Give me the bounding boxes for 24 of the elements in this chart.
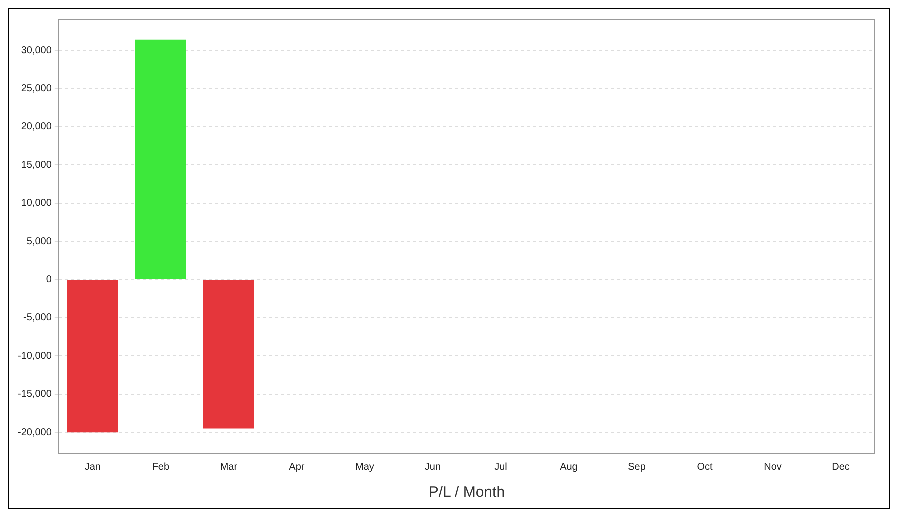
x-tick-label: Aug — [560, 462, 578, 473]
x-tick-label: May — [355, 462, 374, 473]
x-tick-label: Sep — [628, 462, 646, 473]
x-tick-label: Mar — [220, 462, 238, 473]
y-tick-label: 5,000 — [26, 236, 52, 248]
x-tick-label: Feb — [152, 462, 170, 473]
x-tick-label: Apr — [289, 462, 306, 473]
x-tick-label: Jan — [84, 462, 101, 473]
y-tick-label: 15,000 — [21, 160, 52, 171]
x-tick-label: Oct — [697, 462, 713, 473]
x-tick-label: Jul — [494, 462, 508, 473]
x-tick-label: Dec — [832, 462, 850, 473]
y-tick-label: 30,000 — [21, 45, 52, 56]
y-tick-label: -20,000 — [18, 427, 52, 438]
y-tick-label: 10,000 — [21, 198, 52, 210]
y-tick-label: -5,000 — [24, 312, 52, 324]
y-tick-label: 20,000 — [21, 122, 52, 133]
x-tick-label: Jun — [424, 462, 442, 473]
y-tick-label: -10,000 — [18, 350, 52, 362]
y-tick-label: 25,000 — [21, 84, 52, 95]
x-axis-title: P/L / Month — [428, 484, 506, 502]
y-tick-label: -15,000 — [18, 389, 52, 400]
x-tick-label: Nov — [764, 462, 782, 473]
y-tick-label: 0 — [46, 274, 52, 286]
